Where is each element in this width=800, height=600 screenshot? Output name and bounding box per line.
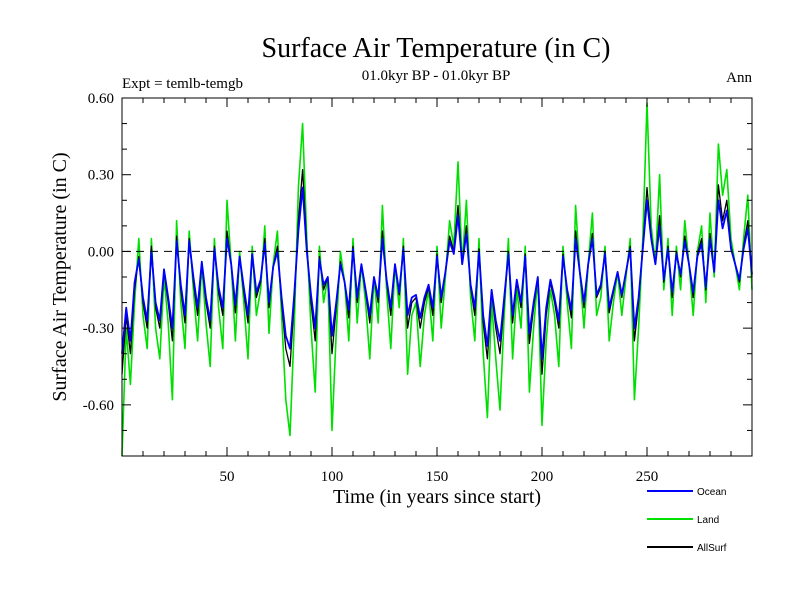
x-tick-label: 200 [531,469,554,485]
y-tick-label: 0.00 [88,244,114,260]
legend-label-allsurf: AllSurf [697,543,727,554]
series-line-land [121,102,753,457]
experiment-label: Expt = temlb-temgb [122,76,243,92]
x-axis-label: Time (in years since start) [333,486,541,508]
x-tick-label: 100 [321,469,344,485]
season-label: Ann [726,70,752,86]
legend-item-allsurf: AllSurf [647,543,727,554]
y-axis-label: Surface Air Temperature (in C) [49,152,71,401]
x-tick-label: 250 [636,469,659,485]
x-tick-label: 50 [220,469,235,485]
series-line-ocean [121,186,753,360]
legend-label-land: Land [697,515,719,526]
chart-title: Surface Air Temperature (in C) [262,33,611,64]
x-tick-label: 150 [426,469,449,485]
ticks-layer: 50 100 150 200 250 0.60 0.30 0.00 -0.30 -0.60 [83,91,752,485]
legend: Ocean Land AllSurf [647,487,727,554]
y-tick-label: 0.30 [88,168,114,184]
y-tick-label: -0.30 [83,321,114,337]
series-line-allsurf [121,168,753,375]
legend-label-ocean: Ocean [697,487,726,498]
legend-item-land: Land [647,515,719,526]
chart-subtitle: 01.0kyr BP - 01.0kyr BP [362,68,511,84]
y-tick-label: -0.60 [83,398,114,414]
y-tick-label: 0.60 [88,91,114,107]
series-layer [121,102,753,457]
legend-item-ocean: Ocean [647,487,726,498]
